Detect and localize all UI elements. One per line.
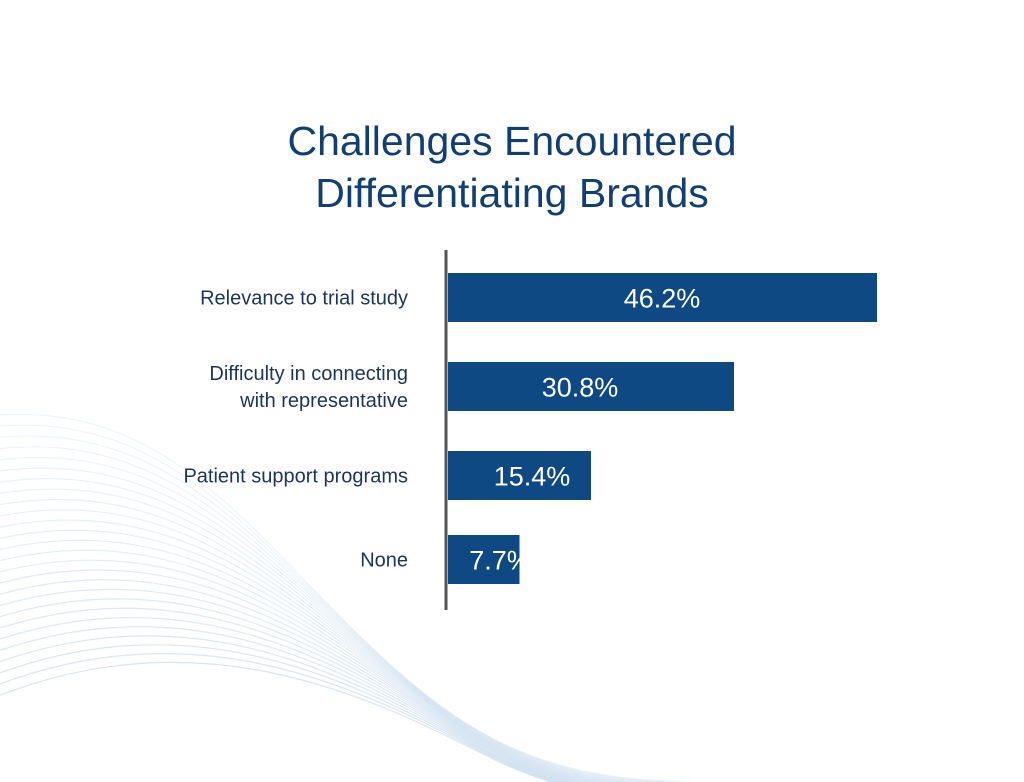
background-wave-line <box>0 635 563 782</box>
chart-title-line-2: Differentiating Brands <box>315 170 709 217</box>
bars-layer: 46.2% Relevance to trial study 30.8% Diffic… <box>183 273 877 584</box>
background-wave-line <box>0 569 586 782</box>
category-label: Patient support programs <box>183 466 408 488</box>
category-label: None <box>360 550 408 572</box>
background-wave-line <box>0 413 699 782</box>
background-wave-line <box>0 579 582 782</box>
background-wave-line <box>0 509 612 782</box>
background-wave-line <box>0 519 607 782</box>
background-wave-line <box>0 424 684 782</box>
background-wave-line <box>0 488 624 782</box>
background-wave-line <box>0 435 669 782</box>
background-wave-line <box>0 653 557 782</box>
bar-1 <box>448 362 734 411</box>
background-wave-line <box>0 467 638 782</box>
background-wave-line <box>0 598 576 782</box>
chart-title: Challenges Encountered Differentiating B… <box>0 115 1024 219</box>
background-wave-line <box>0 626 566 782</box>
chart-title-line-1: Challenges Encountered <box>287 118 737 165</box>
background-wave-line <box>0 661 554 782</box>
bar-value-label: 46.2% <box>624 284 701 314</box>
bar-value-label: 15.4% <box>494 462 571 492</box>
background-wave-line <box>0 539 598 782</box>
bar-2 <box>448 451 591 500</box>
background-wave-line <box>0 616 569 782</box>
bar-0 <box>448 273 877 322</box>
background-wave-line <box>0 549 594 782</box>
bar-value-label: 30.8% <box>542 373 619 403</box>
background-wave-line <box>0 644 560 782</box>
background-wave-line <box>0 498 617 782</box>
category-label: Relevance to trial study <box>200 288 408 310</box>
category-label: Difficulty in connecting <box>209 363 408 385</box>
background-wave-line <box>0 456 647 782</box>
category-label: with representative <box>239 390 408 412</box>
background-wave-line <box>0 559 590 782</box>
background-wave-line <box>0 588 579 782</box>
bar-3 <box>448 535 520 584</box>
bar-value-label: 7.7% <box>469 546 531 576</box>
background-wave-line <box>0 446 657 782</box>
background-wave-line <box>0 607 572 782</box>
background-wave-line <box>0 478 630 782</box>
background-wave-line <box>0 529 602 782</box>
